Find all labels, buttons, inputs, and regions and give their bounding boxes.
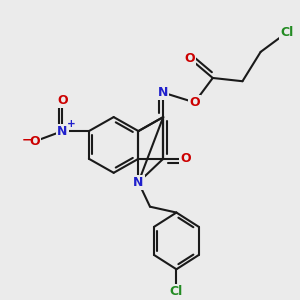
Text: O: O: [180, 152, 191, 165]
Text: +: +: [66, 119, 75, 129]
Text: Cl: Cl: [170, 285, 183, 298]
Text: O: O: [57, 94, 68, 107]
Text: O: O: [184, 52, 195, 65]
Text: N: N: [133, 176, 144, 189]
Text: O: O: [29, 135, 40, 148]
Text: N: N: [158, 86, 168, 99]
Text: −: −: [22, 134, 32, 146]
Text: Cl: Cl: [280, 26, 294, 39]
Text: N: N: [57, 124, 68, 138]
Text: O: O: [189, 96, 200, 109]
